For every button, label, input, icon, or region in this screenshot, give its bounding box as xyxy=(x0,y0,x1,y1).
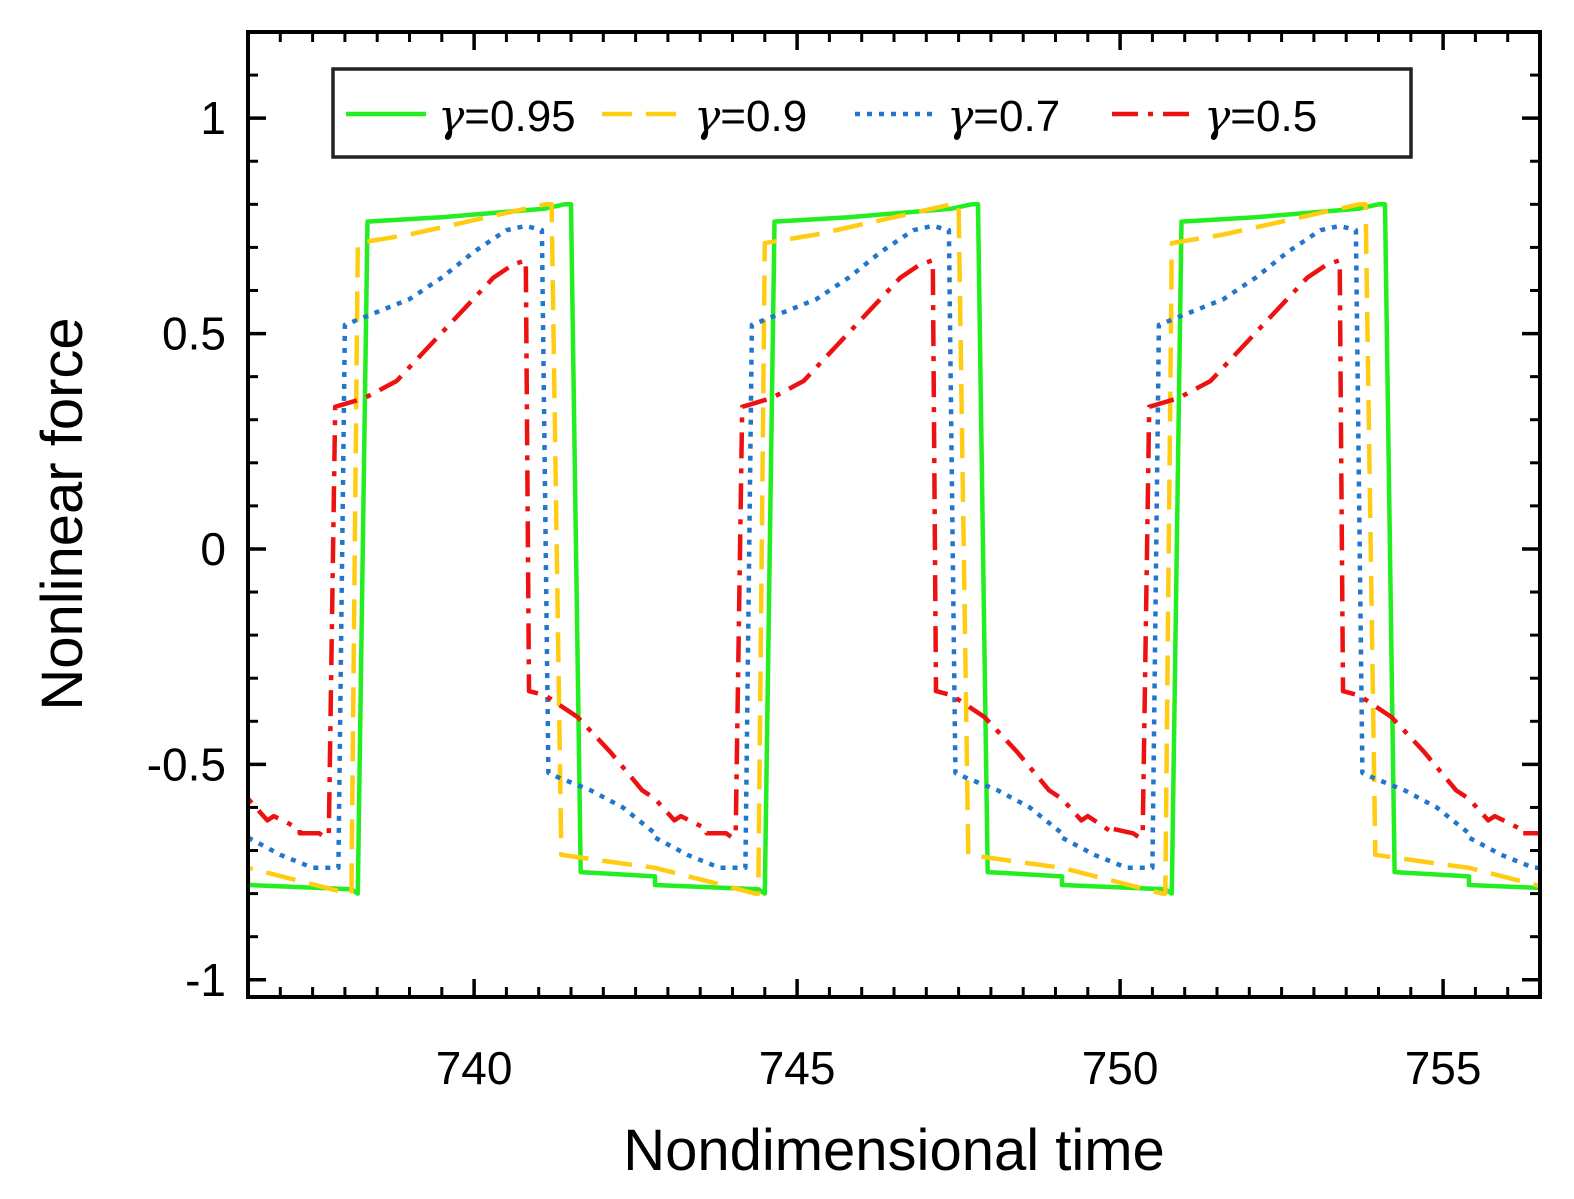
legend-label-0.95: γ=0.95 xyxy=(438,91,576,142)
x-tick-label: 745 xyxy=(759,1042,836,1094)
x-tick-labels: 740 745 750 755 xyxy=(436,1042,1482,1094)
series-line-0.5 xyxy=(248,258,1540,840)
series-line-0.95 xyxy=(248,202,1540,896)
legend-items: γ=0.95 γ=0.9 γ=0.7 γ=0.5 xyxy=(346,91,1317,142)
x-tick-label: 740 xyxy=(436,1042,513,1094)
legend-label-0.7: γ=0.7 xyxy=(947,91,1060,142)
legend-label-0.5: γ=0.5 xyxy=(1204,91,1317,142)
series-layer xyxy=(248,202,1540,896)
y-axis-title: Nonlinear force xyxy=(30,317,95,710)
x-tick-label: 750 xyxy=(1082,1042,1159,1094)
series-line-0.9 xyxy=(248,202,1540,896)
x-axis-title: Nondimensional time xyxy=(623,1118,1165,1183)
y-tick-label: -0.5 xyxy=(147,738,226,790)
series-line-0.7 xyxy=(248,223,1540,871)
y-tick-labels: -1 -0.5 0 0.5 1 xyxy=(147,92,226,1006)
legend: γ=0.95 γ=0.9 γ=0.7 γ=0.5 xyxy=(331,67,1413,159)
x-tick-label: 755 xyxy=(1405,1042,1482,1094)
y-tick-label: -1 xyxy=(185,954,226,1006)
plot-frame xyxy=(246,30,1542,999)
y-tick-label: 0.5 xyxy=(162,308,226,360)
y-tick-label: 1 xyxy=(200,92,226,144)
y-tick-label: 0 xyxy=(200,523,226,575)
legend-label-0.9: γ=0.9 xyxy=(694,91,807,142)
